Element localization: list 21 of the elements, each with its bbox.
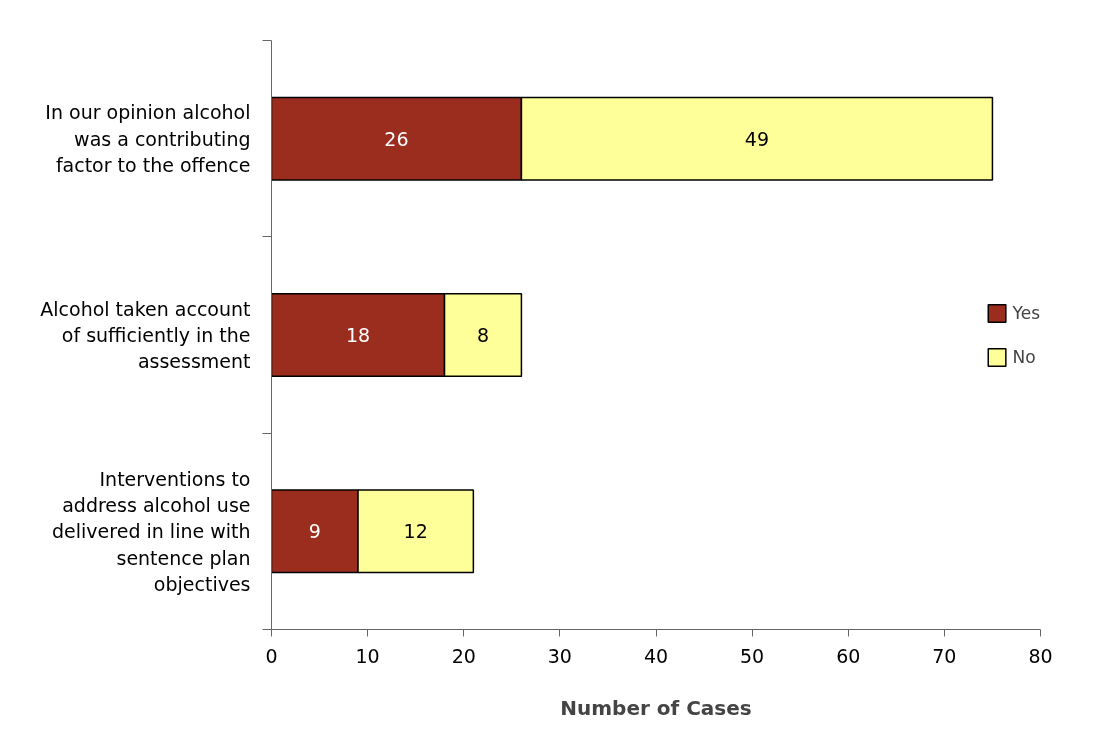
x-tick-label: 60 — [836, 644, 861, 667]
x-tick-label: 20 — [451, 644, 476, 667]
x-axis-title: Number of Cases — [560, 695, 752, 720]
data-label: 49 — [744, 127, 770, 150]
x-tick-label: 40 — [643, 644, 669, 667]
x-tick-label: 80 — [1028, 644, 1053, 667]
y-tick-label: Alcohol taken account of sufficiently in the assessment — [40, 297, 251, 373]
x-tick-label: 70 — [932, 644, 957, 667]
data-label: 12 — [403, 520, 428, 543]
y-tick-label: In our opinion alcohol was a contributing factor to the offence — [45, 101, 251, 177]
legend-label: Yes — [1012, 302, 1040, 323]
data-label: 8 — [476, 324, 490, 346]
data-label: 26 — [384, 127, 409, 150]
x-tick-label: 10 — [355, 644, 380, 667]
data-label: 9 — [308, 520, 321, 543]
y-tick-label: Interventions to address alcohol use delivered in line with sentence plan objectives — [52, 467, 251, 596]
legend-label: No — [1012, 346, 1036, 367]
x-tick-label: 50 — [740, 644, 765, 667]
x-tick-label: 0 — [265, 644, 278, 667]
x-tick-label: 30 — [547, 644, 572, 667]
data-label: 18 — [345, 324, 371, 346]
